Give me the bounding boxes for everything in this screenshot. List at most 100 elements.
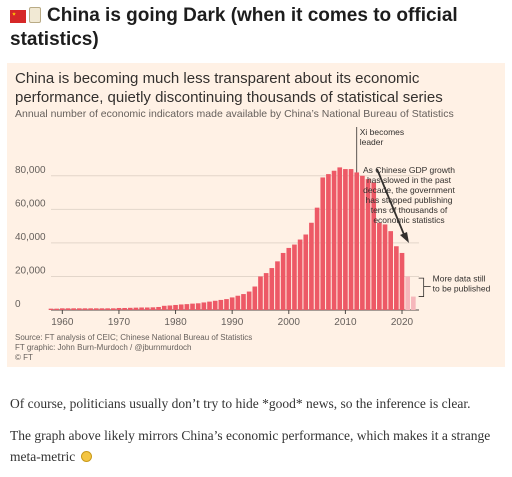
bar <box>280 252 286 310</box>
gdp-annotation-text: has slowed in the past <box>367 175 452 185</box>
bar <box>195 303 201 310</box>
x-tick-label: 1960 <box>51 317 74 328</box>
bar <box>286 247 292 310</box>
bar <box>133 307 139 310</box>
more-data-text: to be published <box>433 283 491 293</box>
xi-annotation-text: Xi becomes <box>360 127 404 137</box>
source-line-3: © FT <box>15 353 33 362</box>
bar <box>331 170 337 310</box>
bar <box>156 306 161 310</box>
bar <box>93 308 99 310</box>
x-tick-label: 1970 <box>108 317 131 328</box>
bar <box>269 268 275 310</box>
x-tick-label: 2020 <box>391 317 414 328</box>
gdp-annotation-text: has stopped publishing <box>366 195 453 205</box>
decline-arrow-head <box>400 232 409 243</box>
bar <box>116 307 122 310</box>
bar <box>127 307 133 310</box>
bar <box>337 167 343 310</box>
bar <box>371 182 377 310</box>
bar <box>224 299 229 310</box>
chart-source: Source: FT analysis of CEIC; Chinese Nat… <box>15 333 252 363</box>
bar <box>399 252 405 310</box>
bar <box>48 308 54 310</box>
bar <box>144 307 150 310</box>
china-flag-icon <box>10 10 26 23</box>
bar <box>212 300 218 310</box>
bar <box>411 296 416 310</box>
bar <box>65 308 71 310</box>
y-tick-label: 60,000 <box>15 198 46 209</box>
bar <box>377 222 382 310</box>
bar <box>297 239 303 310</box>
y-tick-label: 40,000 <box>15 232 46 243</box>
bar <box>394 246 399 310</box>
post-title: China is going Dark (when it comes to of… <box>10 4 502 52</box>
bar <box>82 308 88 310</box>
x-tick-label: 1990 <box>221 317 244 328</box>
xi-annotation-text: leader <box>360 137 384 147</box>
bar <box>122 307 127 310</box>
bars <box>48 167 416 310</box>
bar <box>405 276 410 310</box>
bar <box>201 302 207 310</box>
source-line-2: FT graphic: John Burn-Murdoch / @jburnmu… <box>15 343 192 352</box>
bar <box>161 305 167 310</box>
x-tick-label: 1980 <box>164 317 187 328</box>
bar <box>320 177 326 310</box>
bar <box>71 308 76 310</box>
bar <box>207 301 212 310</box>
chart-title: China is becoming much less transparent … <box>15 70 443 106</box>
more-data-text: More data still <box>433 273 486 283</box>
bar <box>292 244 297 310</box>
bar <box>190 303 195 310</box>
bar <box>173 304 178 310</box>
axes: 0 20,000 40,000 60,000 80,000 1960 1970 1980 199… <box>15 165 414 328</box>
bar <box>150 307 156 310</box>
bar <box>314 207 320 310</box>
bar <box>139 307 144 310</box>
bar <box>60 308 65 310</box>
decline-arrow-line <box>376 168 406 238</box>
body-paragraph-1: Of course, politicians usually don’t try… <box>10 396 471 411</box>
bar <box>252 286 258 310</box>
bar <box>365 179 371 310</box>
post-title-text: China is going Dark (when it comes to of… <box>10 5 458 50</box>
bar <box>178 304 184 310</box>
bar <box>54 308 59 310</box>
bar <box>105 308 110 310</box>
ft-chart-card: China is becoming much less transparent … <box>7 63 505 367</box>
bar <box>167 305 173 310</box>
bar <box>218 299 224 310</box>
gdp-annotation-text: economic statistics <box>373 215 444 225</box>
bar <box>354 172 360 310</box>
bar <box>99 308 105 310</box>
x-tick-label: 2010 <box>334 317 357 328</box>
bar <box>360 175 365 310</box>
bar <box>110 308 116 310</box>
more-data-bracket <box>418 277 425 297</box>
gdp-annotation-text: As Chinese GDP growth <box>363 165 455 175</box>
bar <box>326 174 331 310</box>
bar <box>275 261 280 310</box>
body-paragraph-2-text: The graph above likely mirrors China’s e… <box>10 428 491 464</box>
bar <box>184 304 190 310</box>
source-line-1: Source: FT analysis of CEIC; Chinese Nat… <box>15 333 253 342</box>
body-paragraph-2: The graph above likely mirrors China’s e… <box>10 425 505 467</box>
gdp-annotation-text: tens of thousands of <box>371 205 448 215</box>
thinking-face-icon <box>80 451 92 462</box>
chart-subtitle: Annual number of economic indicators mad… <box>15 108 454 120</box>
x-tick-label: 2000 <box>278 317 301 328</box>
bar <box>309 222 314 310</box>
bar-chart: 0 20,000 40,000 60,000 80,000 1960 1970 1980 199… <box>15 127 491 328</box>
bar <box>235 295 241 310</box>
gdp-annotation-text: decade, the government <box>363 185 455 195</box>
bar <box>246 291 252 310</box>
y-tick-label: 20,000 <box>15 265 46 276</box>
bar <box>76 308 82 310</box>
bar <box>241 294 246 310</box>
y-tick-label: 0 <box>15 299 21 310</box>
bar <box>303 234 309 310</box>
bar <box>348 169 354 310</box>
